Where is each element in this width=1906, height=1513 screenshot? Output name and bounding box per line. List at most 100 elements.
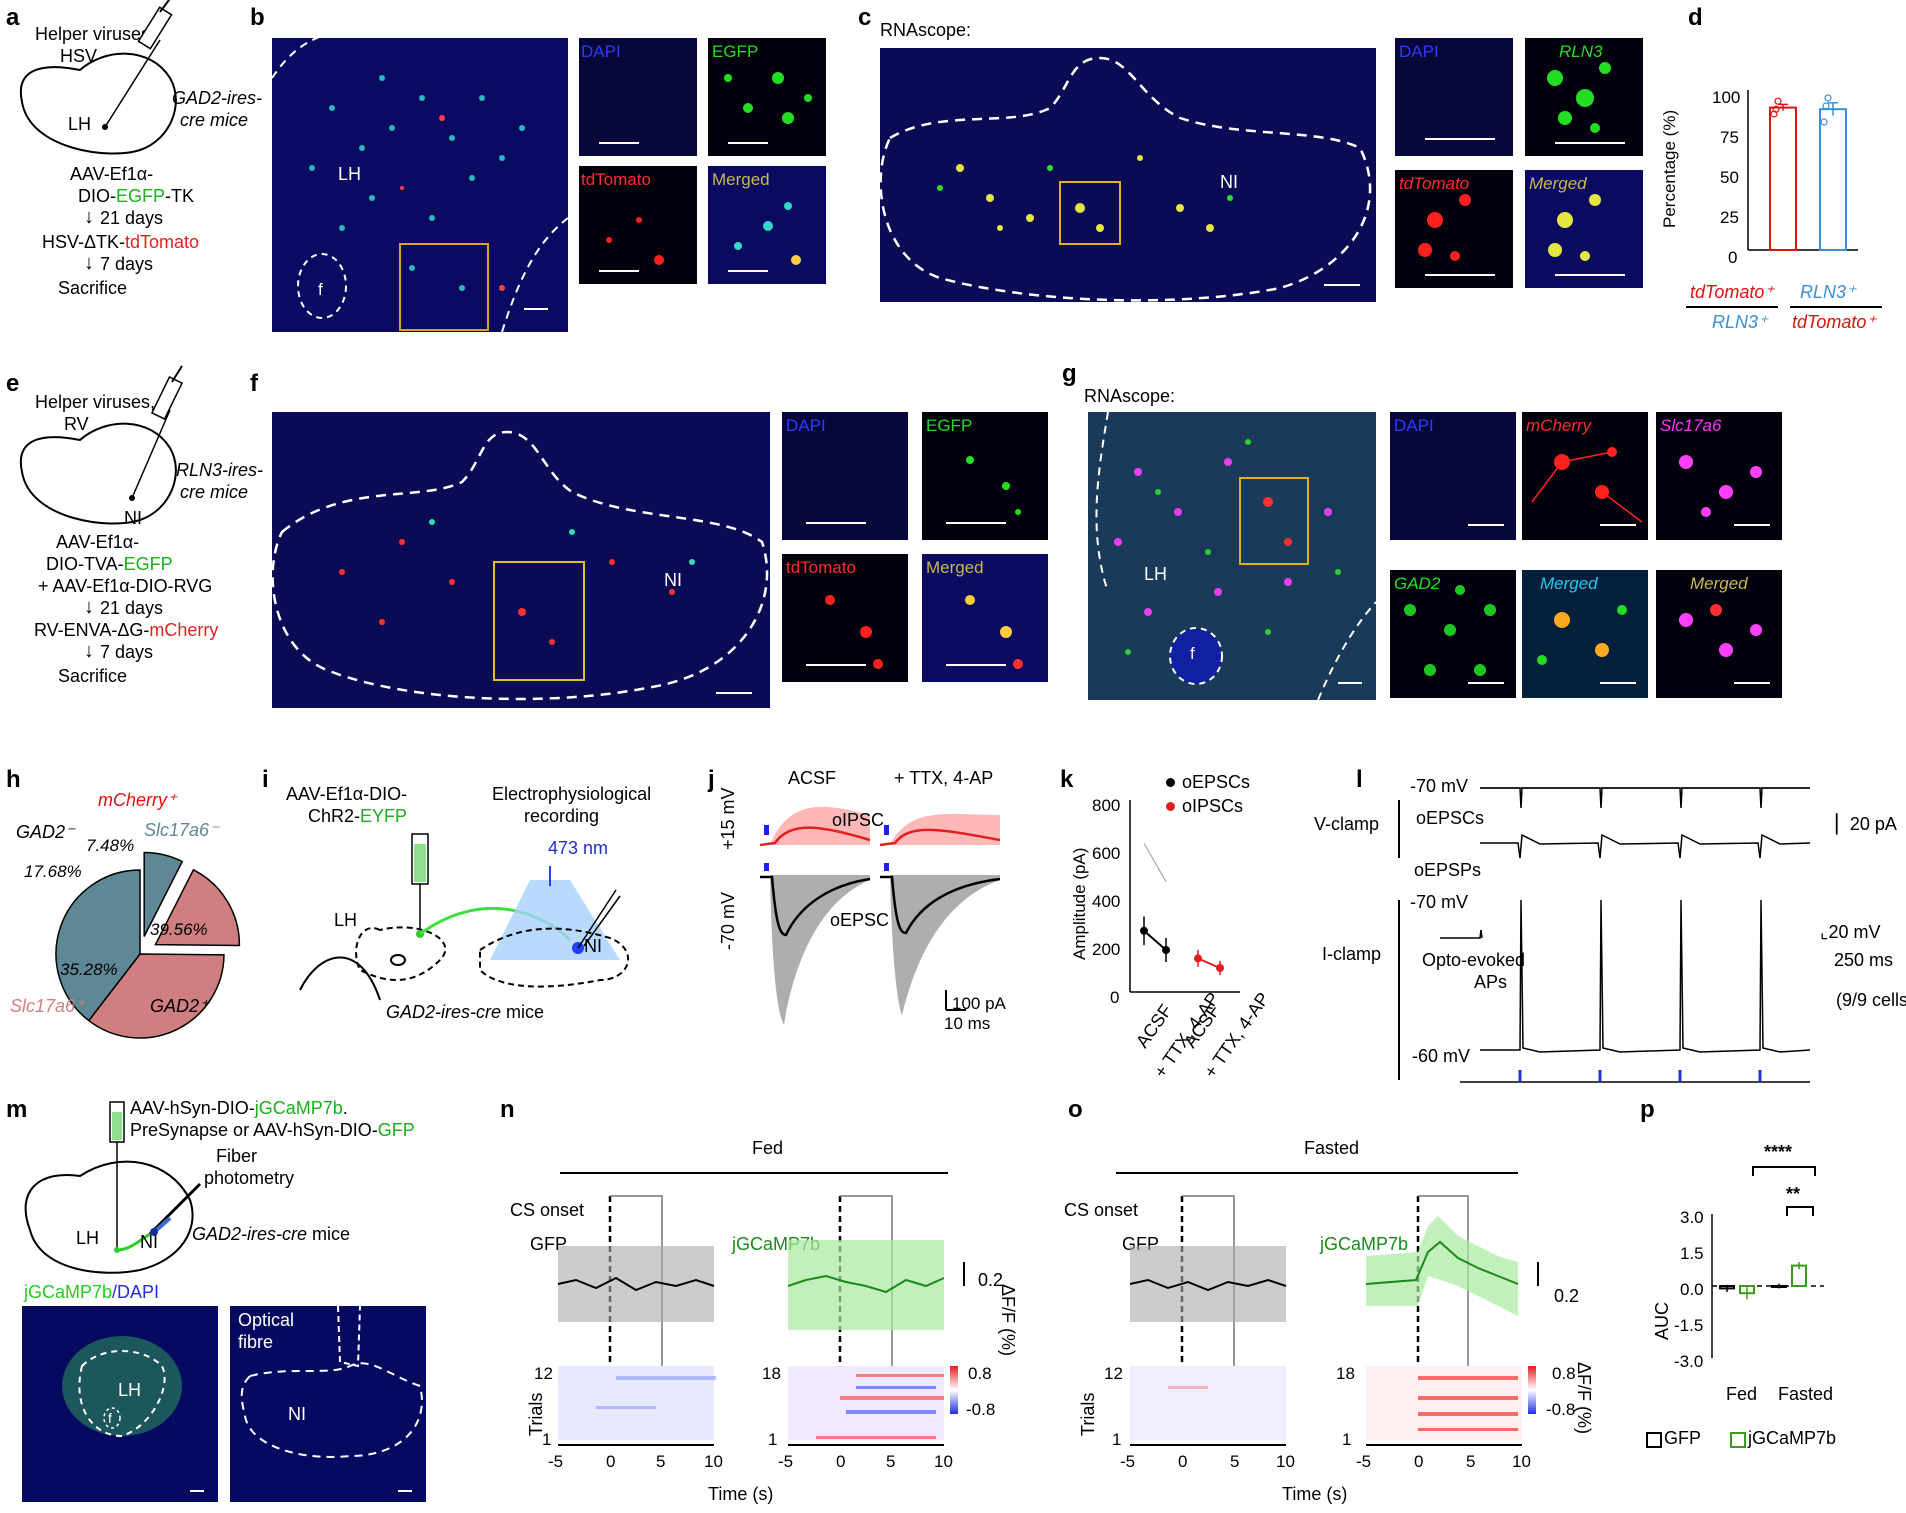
c-dapi-label: DAPI — [1399, 42, 1439, 61]
e-mice: RLN3-ires- — [176, 460, 264, 480]
h-p4: 39.56% — [150, 920, 208, 939]
o-t12: 12 — [1104, 1364, 1123, 1383]
o-xaxis-1 — [1130, 1444, 1286, 1446]
l-v60: -60 mV — [1412, 1046, 1471, 1066]
o-xt1: -5 — [1120, 1452, 1136, 1471]
o-c2: -0.8 — [1546, 1400, 1576, 1419]
k-legend-ipsc: oIPSCs — [1182, 796, 1244, 816]
o-ylab: ΔF/F (%) — [1574, 1362, 1594, 1435]
j-oepsc: oEPSC — [830, 910, 890, 930]
m-ni-scalebar — [398, 1490, 412, 1492]
c-rln3-image: RLN3 — [1525, 38, 1643, 156]
n-cs: CS onset — [510, 1200, 585, 1220]
h-gad2pos: GAD2⁺ — [150, 996, 209, 1016]
k-point-1-0 — [1194, 954, 1202, 963]
b-merged-label: Merged — [712, 170, 770, 189]
h-p3: 35.28% — [60, 960, 118, 979]
o-xt7: 5 — [1466, 1452, 1476, 1471]
panel-d-label: d — [1688, 4, 1703, 31]
j-traces — [759, 806, 1001, 1025]
g-merged2-label: Merged — [1690, 574, 1748, 593]
k-legend-epsc-dot — [1166, 778, 1175, 787]
panel-b-label: b — [250, 4, 265, 31]
n-xt6: 0 — [836, 1452, 846, 1471]
e-days2: 7 days — [100, 642, 154, 662]
e-step1b: DIO-TVA-EGFP — [46, 554, 173, 574]
n-xt2: 0 — [606, 1452, 616, 1471]
d-point-1-1 — [1822, 102, 1830, 110]
f-merged-scalebar — [946, 664, 1006, 666]
d-bar-0 — [1769, 106, 1797, 251]
p-ytick-3: 3.0 — [1680, 1208, 1704, 1227]
o-c1: 0.8 — [1552, 1364, 1576, 1383]
g-fornix: f — [1190, 644, 1195, 663]
n-xt1: -5 — [548, 1452, 564, 1471]
n-xt7: 5 — [886, 1452, 896, 1471]
h-p1: 7.48% — [86, 836, 135, 855]
p-sig2: ** — [1786, 1184, 1801, 1204]
n-title-line — [560, 1172, 948, 1174]
g-slc-label: Slc17a6 — [1660, 416, 1722, 435]
i-mice: GAD2-ires-cre mice — [386, 1002, 545, 1022]
l-sb250: 250 ms — [1834, 950, 1894, 970]
h-slice-0 — [143, 851, 184, 937]
o-title-line — [1116, 1172, 1518, 1174]
k-point-1-1 — [1216, 964, 1224, 972]
g-dapi-scalebar — [1468, 524, 1504, 526]
k-pair-line-outlier — [1143, 842, 1167, 882]
l-vclamp: V-clamp — [1314, 814, 1380, 834]
f-dapi-label: DAPI — [786, 416, 826, 435]
panel-a-label: a — [6, 4, 20, 31]
b-region: LH — [338, 164, 362, 184]
c-merged-image: Merged — [1525, 170, 1643, 288]
n-t1b: 1 — [768, 1430, 778, 1449]
b-dapi-scalebar — [599, 142, 639, 144]
g-gad2-image: GAD2 — [1390, 570, 1516, 698]
g-gad2-label: GAD2 — [1394, 574, 1441, 593]
p-legend1: GFP — [1664, 1428, 1702, 1448]
p-sig2-bracket — [1786, 1206, 1814, 1216]
panel-h-label: h — [6, 766, 21, 793]
c-dapi-scalebar — [1425, 138, 1495, 140]
b-tdtomato-image: tdTomato — [579, 166, 697, 284]
panel-k-label: k — [1060, 766, 1074, 793]
g-merged2-scalebar — [1734, 682, 1770, 684]
n-gfp: GFP — [530, 1234, 568, 1254]
a-arrow2: ↓ — [84, 252, 94, 274]
a-days2: 7 days — [100, 254, 154, 274]
h-slcpos: Slc17a6⁺ — [10, 996, 85, 1016]
c-tdtomato-image: tdTomato — [1395, 170, 1513, 288]
j-sb2: 10 ms — [944, 1014, 991, 1033]
b-merged-image: Merged — [708, 166, 826, 284]
f-tdtomato-scalebar — [806, 664, 866, 666]
p-sig1-bracket — [1752, 1166, 1816, 1176]
h-slice-1 — [154, 868, 241, 947]
m-fiber2: photometry — [204, 1168, 295, 1188]
n-ylab: ΔF/F (%) — [998, 1284, 1018, 1357]
k-point-0-0 — [1140, 926, 1148, 935]
g-region: LH — [1144, 564, 1168, 584]
k-scatter-chart — [1129, 800, 1240, 993]
d-ytick-75: 75 — [1720, 128, 1739, 147]
a-step2: HSV-ΔTK-tdTomato — [42, 232, 200, 252]
d-xlab2-divider — [1790, 306, 1882, 308]
k-point-0-1 — [1162, 946, 1170, 954]
f-dapi-scalebar — [806, 522, 866, 524]
m-image-lh: LH f — [22, 1306, 218, 1502]
m-optical2: fibre — [238, 1332, 274, 1352]
g-dapi-image: DAPI — [1390, 412, 1516, 540]
f-egfp-scalebar — [946, 522, 1006, 524]
g-merged1-label: Merged — [1540, 574, 1598, 593]
n-traces — [557, 1195, 965, 1440]
c-rln3-scalebar — [1555, 142, 1625, 144]
g-main-image: LH f — [1088, 412, 1376, 700]
o-xt8: 10 — [1512, 1452, 1531, 1471]
k-legend-ipsc-dot — [1166, 802, 1175, 811]
n-xlabel: Time (s) — [708, 1484, 774, 1504]
d-point-0-2 — [1774, 97, 1782, 105]
p-ytick-0: 0.0 — [1680, 1280, 1704, 1299]
o-sb: 0.2 — [1554, 1286, 1580, 1306]
k-ytick-200: 200 — [1092, 940, 1121, 959]
c-tdtomato-scalebar — [1425, 274, 1495, 276]
panel-i-label: i — [262, 766, 269, 793]
